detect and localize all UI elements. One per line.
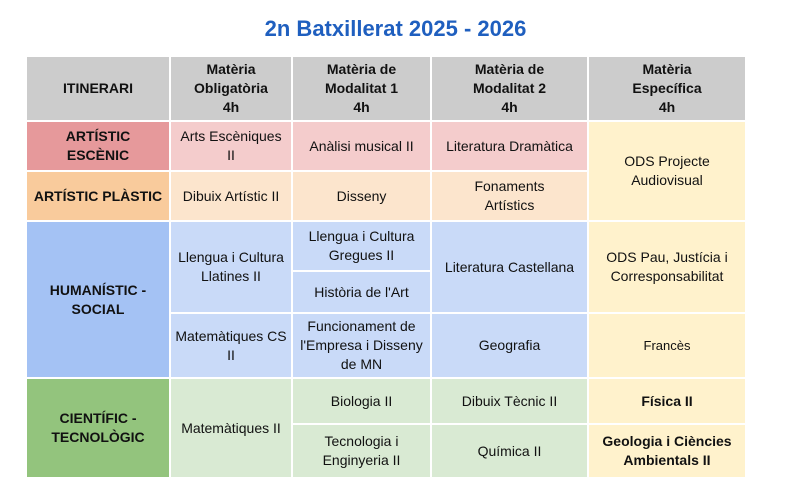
cientific-especifica-2: Geologia i Ciències Ambientals II: [589, 425, 745, 477]
humanistic-especifica-2: Francès: [589, 314, 745, 377]
humanistic-modalitat-1-a: Llengua i Cultura Gregues II: [293, 222, 430, 270]
escenic-modalitat-2: Literatura Dramàtica: [432, 122, 587, 170]
itinerari-humanistic-social: HUMANÍSTIC - SOCIAL: [27, 222, 169, 377]
header-especifica: Matèria Específica 4h: [589, 57, 745, 120]
escenic-modalitat-1: Anàlisi musical II: [293, 122, 430, 170]
itinerari-cientific-tecnologic: CIENTÍFIC - TECNOLÒGIC: [27, 379, 169, 477]
humanistic-obligatoria-2: Matemàtiques CS II: [171, 314, 291, 377]
header-obligatoria: Matèria Obligatòria 4h: [171, 57, 291, 120]
humanistic-modalitat-1-c: Funcionament de l'Empresa i Disseny de M…: [293, 314, 430, 377]
header-modalitat-2: Matèria de Modalitat 2 4h: [432, 57, 587, 120]
page-title: 2n Batxillerat 2025 - 2026: [264, 16, 527, 41]
plastic-modalitat-2: Fonaments Artístics: [432, 172, 587, 220]
humanistic-modalitat-2-a: Literatura Castellana: [432, 222, 587, 312]
cientific-modalitat-2-b: Química II: [432, 425, 587, 477]
plastic-obligatoria: Dibuix Artístic II: [171, 172, 291, 220]
itinerari-artistic-escenic: ARTÍSTIC ESCÈNIC: [27, 122, 169, 170]
cientific-modalitat-2-a: Dibuix Tècnic II: [432, 379, 587, 423]
humanistic-modalitat-2-b: Geografia: [432, 314, 587, 377]
itinerari-artistic-plastic: ARTÍSTIC PLÀSTIC: [27, 172, 169, 220]
cientific-modalitat-1-a: Biologia II: [293, 379, 430, 423]
cientific-modalitat-1-b: Tecnologia i Enginyeria II: [293, 425, 430, 477]
humanistic-especifica-1: ODS Pau, Justícia i Corresponsabilitat: [589, 222, 745, 312]
humanistic-obligatoria-1: Llengua i Cultura Llatines II: [171, 222, 291, 312]
plastic-modalitat-1: Disseny: [293, 172, 430, 220]
humanistic-modalitat-1-b: Història de l'Art: [293, 272, 430, 312]
header-modalitat-1: Matèria de Modalitat 1 4h: [293, 57, 430, 120]
escenic-obligatoria: Arts Escèniques II: [171, 122, 291, 170]
cientific-especifica-1: Física II: [589, 379, 745, 423]
header-itinerari: ITINERARI: [27, 57, 169, 120]
cientific-obligatoria: Matemàtiques II: [171, 379, 291, 477]
artistic-especifica: ODS Projecte Audiovisual: [589, 122, 745, 220]
